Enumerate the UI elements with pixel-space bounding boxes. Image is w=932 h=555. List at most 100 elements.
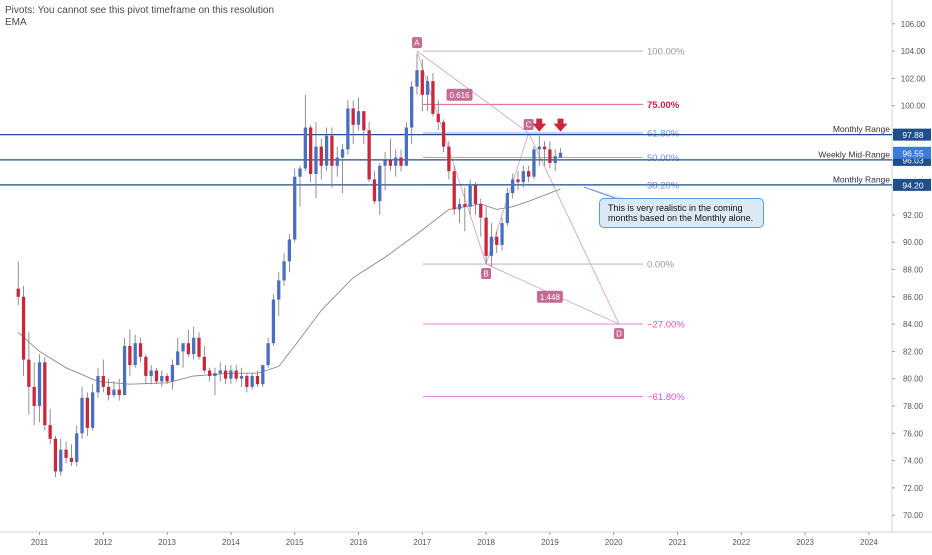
- candle-body: [266, 343, 270, 366]
- range-level-tag-text: 96.03: [902, 155, 924, 165]
- candles-layer: [16, 53, 563, 477]
- candle-body: [319, 146, 323, 166]
- fib-level-label: −61.80%: [647, 392, 685, 403]
- candle-body: [532, 149, 536, 177]
- price-tick-label: 76.00: [903, 429, 924, 438]
- candle-body: [495, 236, 499, 245]
- candle-body: [117, 389, 121, 396]
- candle-body: [479, 203, 483, 218]
- candle-body: [553, 156, 557, 164]
- fib-level-label: 50.00%: [647, 153, 680, 164]
- price-tick-label: 84.00: [903, 320, 924, 329]
- candle-body: [181, 343, 185, 352]
- range-level-label: Monthly Range: [833, 124, 890, 134]
- pattern-ratio-badge: [536, 290, 563, 303]
- pattern-point-badge: [481, 268, 492, 280]
- range-levels-layer: Monthly Range 97.88 Weekly Mid-Range 96.03 M…: [0, 124, 931, 191]
- candle-body: [537, 146, 541, 150]
- candle-body: [192, 337, 196, 355]
- candle-body: [441, 122, 446, 147]
- fib-level-label: 75.00%: [647, 100, 680, 111]
- candle-body: [101, 375, 105, 387]
- pattern-leg: [528, 132, 620, 325]
- candle-body: [410, 86, 414, 128]
- fib-level-label: 100.00%: [647, 47, 685, 58]
- range-level-tag: [893, 128, 931, 141]
- candle-body: [48, 425, 52, 439]
- ema-line: [17, 188, 561, 385]
- time-tick-label: 2017: [413, 538, 431, 547]
- candle-body: [293, 176, 297, 240]
- candle-body: [367, 130, 371, 180]
- callout-note[interactable]: This is very realistic in the coming mon…: [599, 198, 764, 228]
- candle-body: [473, 184, 478, 204]
- candle-body: [138, 343, 143, 357]
- candle-body: [447, 146, 451, 172]
- candle-body: [330, 135, 334, 166]
- time-tick-label: 2012: [94, 538, 112, 547]
- marks-layer: [532, 118, 568, 132]
- candle-body: [261, 365, 265, 385]
- candle-body: [351, 108, 355, 125]
- candle-body: [362, 111, 366, 131]
- pattern-point-label: A: [414, 39, 420, 48]
- candle-body: [202, 356, 206, 371]
- down-arrow-icon: [532, 118, 547, 132]
- time-tick-label: 2018: [477, 538, 495, 547]
- candle-body: [128, 345, 132, 366]
- candle-body: [298, 168, 302, 177]
- candle-body: [287, 239, 292, 262]
- candle-body: [80, 397, 84, 434]
- candle-body: [144, 356, 148, 376]
- candle-body: [245, 375, 249, 387]
- candle-body: [170, 365, 175, 382]
- price-tick-label: 88.00: [903, 266, 924, 275]
- candle-body: [75, 433, 79, 462]
- candle-body: [526, 171, 531, 177]
- candle-body: [43, 362, 47, 426]
- price-tick-label: 92.00: [903, 211, 924, 220]
- candle-body: [122, 345, 127, 396]
- candle-body: [207, 370, 212, 376]
- candle-body: [521, 171, 525, 183]
- candle-body: [91, 392, 95, 428]
- candle-body: [53, 438, 58, 472]
- pattern-point-badge: [411, 37, 422, 49]
- candle-body: [383, 160, 387, 166]
- candle-body: [176, 351, 180, 366]
- range-level-label: Monthly Range: [833, 174, 890, 184]
- candle-body: [255, 375, 260, 385]
- candle-body: [415, 70, 419, 87]
- candle-body: [282, 261, 286, 281]
- candle-body: [160, 375, 164, 382]
- candle-body: [542, 146, 547, 150]
- candle-body: [309, 127, 313, 174]
- pattern-point-label: B: [483, 270, 488, 279]
- range-level-tag-text: 94.20: [902, 180, 924, 190]
- candle-body: [468, 184, 472, 207]
- range-level-label: Weekly Mid-Range: [818, 149, 890, 159]
- candle-body: [516, 179, 520, 183]
- ema-layer: [17, 188, 561, 385]
- candle-body: [133, 343, 137, 366]
- current-price-tag-text: 96.55: [902, 148, 924, 158]
- candle-body: [218, 370, 222, 374]
- candle-body: [558, 152, 563, 158]
- candle-body: [436, 113, 440, 123]
- fib-level-label: −27.00%: [647, 320, 685, 331]
- time-tick-label: 2022: [732, 538, 750, 547]
- candle-body: [425, 81, 430, 95]
- time-tick-label: 2011: [31, 538, 49, 547]
- pattern-ratio-label: 0.616: [450, 91, 471, 100]
- price-tick-label: 106.00: [901, 20, 926, 29]
- abcd-pattern-layer: A B C D 0.616 1.448: [411, 37, 632, 340]
- ema-legend-label[interactable]: EMA: [5, 17, 27, 28]
- candle-body: [223, 370, 228, 379]
- chart-header: Pivots: You cannot see this pivot timefr…: [5, 5, 274, 29]
- candle-body: [346, 108, 350, 150]
- candle-body: [394, 157, 398, 166]
- candle-body: [213, 373, 217, 376]
- candle-body: [32, 386, 36, 406]
- price-tick-label: 78.00: [903, 402, 924, 411]
